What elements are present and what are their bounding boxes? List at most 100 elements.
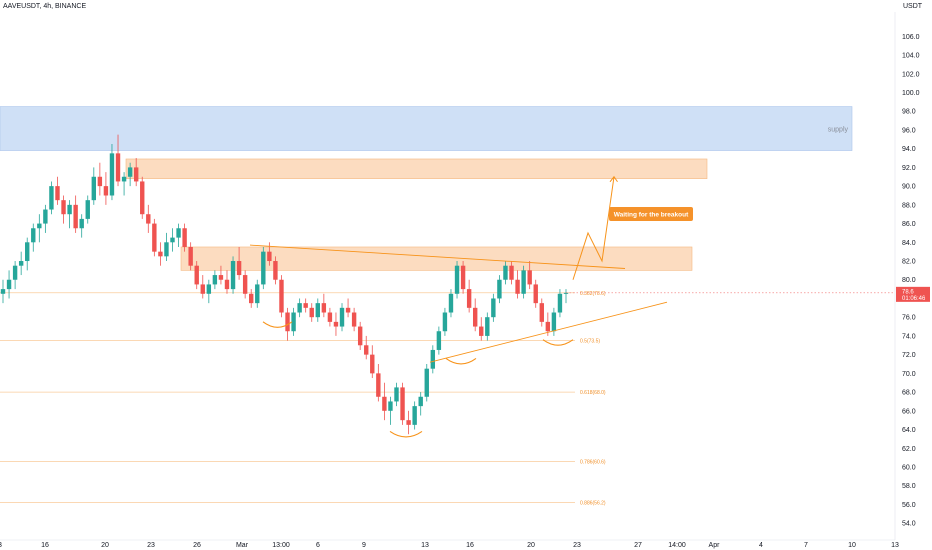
candle-body [164,242,169,257]
y-tick-0: 54.0 [902,521,916,528]
candle-37 [224,270,230,294]
candle-body [12,265,18,280]
y-tick-6: 66.0 [902,408,916,415]
candle-59 [357,321,363,350]
candle-body [103,186,109,196]
candle-body [418,396,423,407]
candle-body [503,265,508,280]
y-tick-10: 74.0 [902,333,916,340]
candle-body [327,312,333,322]
y-tick-23: 100.0 [902,90,920,97]
candle-18 [109,144,115,201]
candle-80 [485,312,490,341]
candle-51 [309,303,314,322]
candle-body [376,373,381,397]
candle-body [309,307,314,318]
candle-20 [121,172,127,196]
candle-body [236,261,242,276]
x-tick-2: 20 [101,542,109,549]
x-tick-19: 13 [891,542,899,549]
x-tick-17: 7 [804,542,808,549]
candle-34 [206,279,212,304]
candle-63 [382,382,387,421]
axes-layer: 54.0 56.0 58.0 60.0 62.0 64.0 66.0 68.0 70.0 72.0… [0,12,930,549]
x-tick-6: 13:00 [272,542,290,549]
candle-14 [85,195,90,224]
candle-body [545,321,551,332]
projected-path [572,176,615,280]
candle-body [146,214,151,224]
candle-21 [127,162,133,187]
candle-8 [49,181,54,215]
candle-body [563,292,569,294]
candle-4 [25,237,30,271]
candle-body [485,317,490,336]
candle-58 [351,307,357,332]
candle-body [31,228,36,243]
zone-2 [180,246,693,271]
candle-body [364,345,369,355]
y-tick-22: 98.0 [902,109,916,116]
candle-body [224,279,230,290]
descending-trendline [249,244,626,269]
candle-17 [103,172,109,205]
candle-body [497,279,502,299]
candle-62 [376,364,381,402]
y-tick-3: 60.0 [902,464,916,471]
x-tick-4: 26 [193,542,201,549]
candle-body [430,349,436,369]
candle-body [152,223,157,252]
y-tick-14: 82.0 [902,259,916,266]
candle-body [261,251,266,285]
candle-body [521,270,526,294]
candle-32 [194,261,199,290]
candle-16 [97,162,103,196]
zone-label-supply: supply [828,127,849,134]
y-tick-25: 104.0 [902,53,920,60]
candle-65 [394,382,399,407]
candle-body [557,293,563,313]
candle-76 [460,261,466,294]
candle-body [140,181,145,215]
candle-body [285,312,290,332]
y-tick-13: 80.0 [902,277,916,284]
x-tick-15: Apr [709,542,721,549]
y-tick-18: 90.0 [902,184,916,191]
candle-35 [212,270,218,290]
candle-body [321,303,327,313]
candle-49 [297,298,302,318]
candle-body [267,251,272,262]
arc-2 [445,357,477,365]
candle-71 [430,345,436,374]
candle-body [351,312,357,327]
candle-86 [521,265,526,299]
candle-60 [364,335,369,360]
x-tick-11: 20 [527,542,535,549]
candle-body [49,186,54,210]
candle-body [206,284,212,294]
candle-body [127,167,133,177]
x-tick-16: 4 [759,542,763,549]
x-tick-3: 23 [147,542,155,549]
y-tick-5: 64.0 [902,427,916,434]
candle-body [491,298,496,318]
candle-89 [539,298,544,327]
candle-body [273,261,278,280]
candle-33 [200,275,205,299]
candle-body [509,265,514,280]
candle-body [442,312,448,332]
x-tick-7: 6 [316,542,320,549]
candle-84 [509,261,514,285]
candle-body [527,270,532,285]
candle-body [91,176,97,201]
y-tick-26: 106.0 [902,34,920,41]
candle-41 [249,289,254,308]
x-tick-5: Mar [236,542,249,549]
callout-text: Waiting for the breakout [614,212,689,219]
candle-body [255,284,260,304]
candle-body [436,331,442,350]
x-tick-10: 16 [466,542,474,549]
candle-body [515,279,520,294]
candle-74 [448,289,454,318]
